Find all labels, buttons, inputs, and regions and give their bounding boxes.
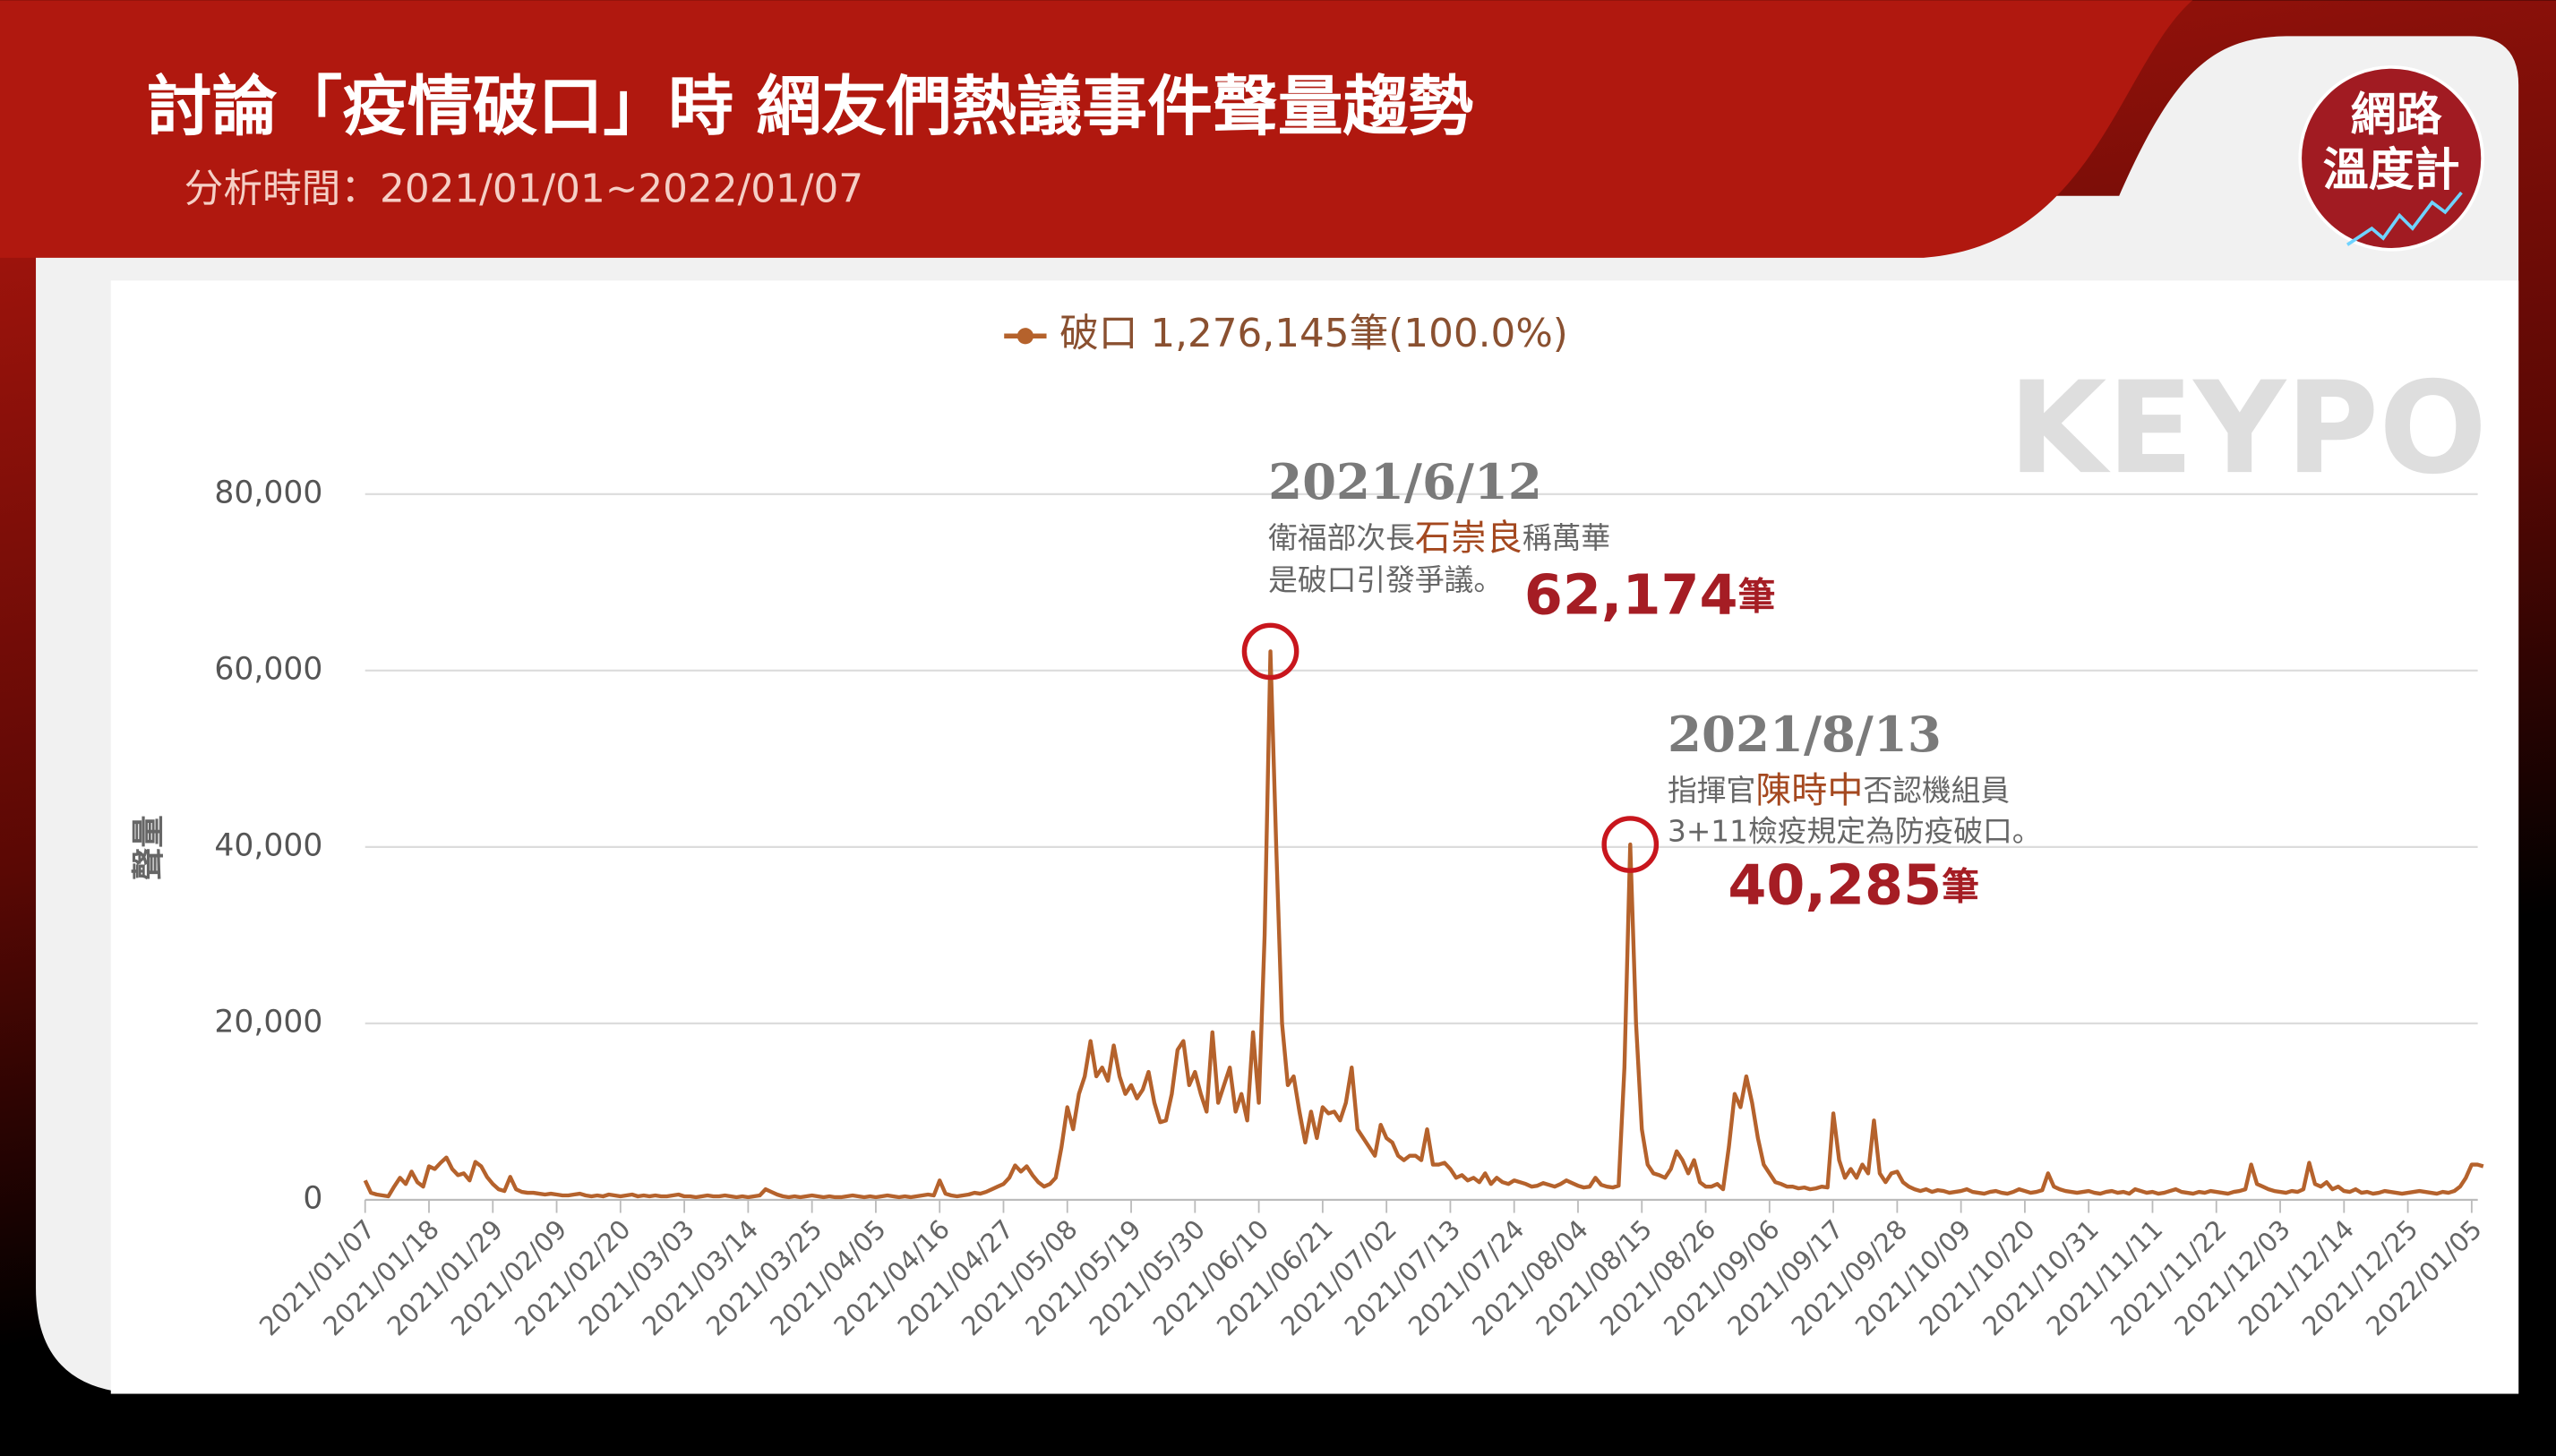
annotation-text-part: 3+11檢疫規定為防疫破口。 [1668, 814, 2041, 848]
annotation-text-part: 指揮官 [1668, 774, 1755, 808]
annotation-highlight: 陳時中 [1755, 770, 1863, 811]
logo-text: 溫度計 [2323, 144, 2460, 197]
annotation-text-part: 否認機組員 [1863, 774, 2010, 808]
legend-marker [1016, 328, 1034, 345]
annotation-date: 2021/6/12 [1268, 453, 1542, 510]
title: 討論「疫情破口」時 網友們熱議事件聲量趨勢 [147, 69, 1473, 145]
annotation-text: 是破口引發爭議。 [1268, 563, 1503, 597]
annotation-value: 62,174筆 [1524, 562, 1776, 627]
y-tick-label: 20,000 [214, 1004, 322, 1040]
annotation-value: 40,285筆 [1728, 852, 1979, 917]
header-band [0, 0, 2193, 258]
annotation-value-unit: 筆 [1738, 574, 1776, 618]
subtitle: 分析時間：2021/01/01~2022/01/07 [184, 166, 863, 211]
logo-icon [2346, 191, 2463, 246]
logo-text: 網路 [2351, 89, 2443, 141]
peak-highlight [1601, 816, 1660, 873]
y-tick-label: 60,000 [214, 651, 322, 687]
annotation-text-part: 衛福部次長 [1268, 521, 1415, 555]
series-line [363, 649, 2484, 1200]
y-tick-label: 40,000 [214, 827, 322, 863]
annotation-date: 2021/8/13 [1668, 706, 1942, 763]
annotation-text: 衛福部次長石崇良稱萬華 [1268, 518, 1610, 559]
y-tick-label: 0 [303, 1180, 322, 1216]
peak-highlight [1241, 622, 1299, 681]
annotation-highlight: 石崇良 [1415, 518, 1522, 559]
annotation-text-part: 是破口引發爭議。 [1268, 563, 1503, 597]
annotation-text: 3+11檢疫規定為防疫破口。 [1668, 814, 2041, 848]
chart-card [110, 280, 2519, 1394]
annotation-value-number: 40,285 [1728, 852, 1942, 917]
annotation-value-number: 62,174 [1524, 562, 1738, 627]
y-axis-label: 聲量 [129, 815, 167, 880]
legend-label: 破口 1,276,145筆(100.0%) [1059, 311, 1568, 356]
watermark: KEYPO [2008, 355, 2487, 502]
y-tick-label: 80,000 [214, 475, 322, 510]
annotation-text: 指揮官陳時中否認機組員 [1668, 770, 2010, 811]
annotation-text-part: 稱萬華 [1522, 521, 1610, 555]
annotation-value-unit: 筆 [1942, 864, 1979, 908]
